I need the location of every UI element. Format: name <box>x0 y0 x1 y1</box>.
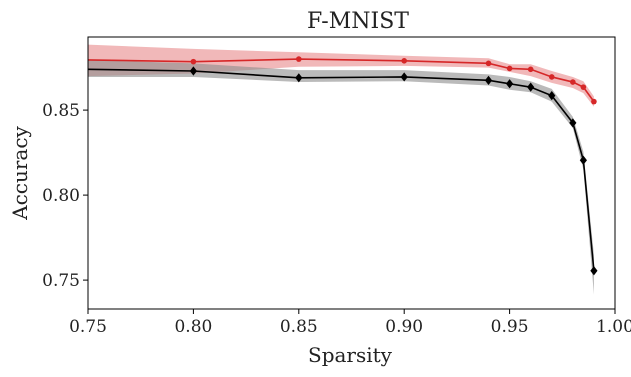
x-tick-label: 0.80 <box>174 317 212 337</box>
series-2-band <box>88 59 594 295</box>
series-1-point <box>580 84 587 90</box>
series-2-point <box>400 72 408 82</box>
y-tick-label: 0.80 <box>42 186 80 206</box>
series-2-point <box>590 266 598 276</box>
series-1-point <box>296 56 302 62</box>
series-1-point <box>485 60 492 67</box>
series-2-point <box>295 73 303 83</box>
x-tick-label: 0.85 <box>280 317 318 337</box>
series-1-point <box>548 74 555 80</box>
x-tick-label: 0.95 <box>491 317 529 337</box>
chart-title: F-MNIST <box>307 9 409 34</box>
series-markers <box>189 56 598 276</box>
y-tick-label: 0.75 <box>42 271 80 291</box>
x-tick-label: 0.90 <box>385 317 423 337</box>
series-1-point <box>527 66 534 73</box>
series-1-point <box>570 79 576 85</box>
series-2-point <box>569 118 577 128</box>
series-1-point <box>190 58 197 65</box>
series-2-point <box>189 66 197 76</box>
y-axis-label: Accuracy <box>8 125 32 220</box>
x-axis-ticks: 0.75 0.80 0.85 0.90 0.95 1.00 <box>69 309 631 337</box>
y-axis-ticks: 0.75 0.80 0.85 <box>42 101 88 291</box>
series-1-point <box>506 65 513 72</box>
y-tick-label: 0.85 <box>42 101 80 121</box>
series-2-line <box>87 68 595 271</box>
confidence-bands <box>88 44 594 295</box>
series-2-point <box>579 155 587 165</box>
x-axis-label: Sparsity <box>308 343 393 367</box>
series-2-point <box>506 79 514 89</box>
plot-frame <box>87 36 616 310</box>
series-2-point <box>527 82 535 92</box>
series-1-point <box>591 98 597 105</box>
series-1-band <box>88 44 594 107</box>
x-tick-label: 1.00 <box>596 317 631 337</box>
series-2-point <box>484 75 493 85</box>
series-lines <box>87 58 595 271</box>
series-1-point <box>401 58 408 64</box>
series-2-point <box>548 91 556 101</box>
x-tick-label: 0.75 <box>69 317 107 337</box>
